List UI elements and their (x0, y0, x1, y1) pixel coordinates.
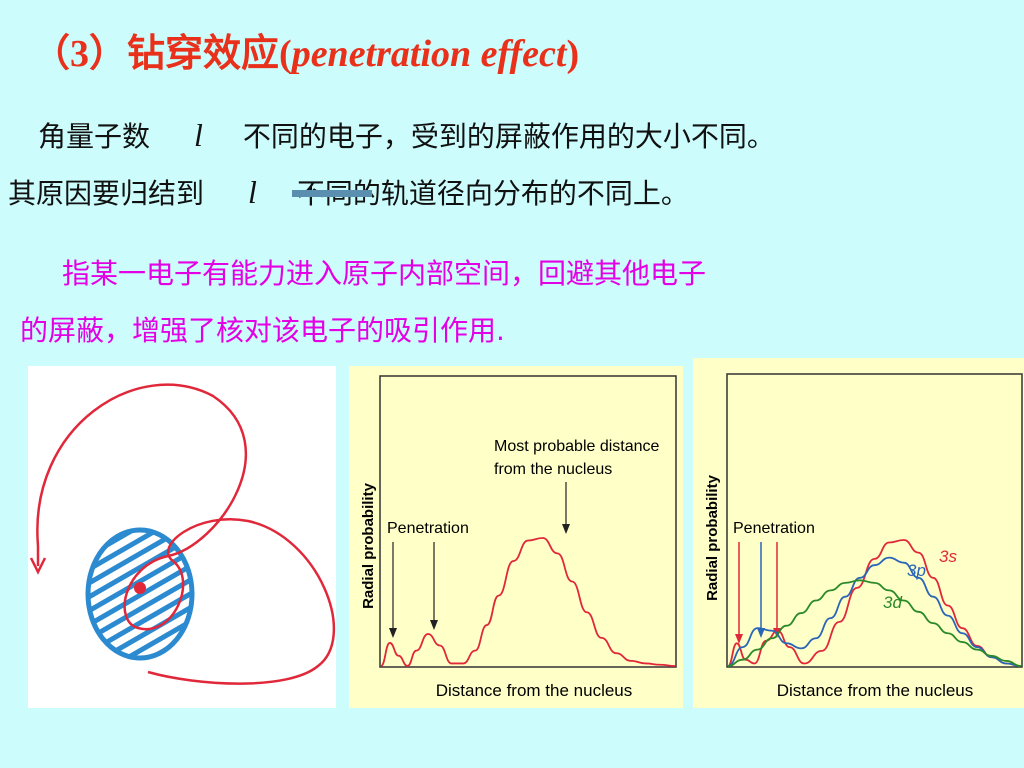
chart2-series-label-3s: 3s (939, 547, 957, 566)
title-close-paren: ) (566, 33, 580, 75)
chart2-annotation-penetration: Penetration (733, 520, 815, 537)
chart1-series-line-1 (380, 537, 676, 667)
slide-title: （3）钻穿效应(penetration effect) (32, 33, 580, 75)
chart1-arrowhead-penetration-1 (389, 628, 397, 638)
chart1-annotation-most-probable-1: Most probable distance (494, 438, 660, 455)
radial-probability-chart-2: Radial probability Distance from the nuc… (693, 358, 1024, 708)
chart1-xlabel: Distance from the nucleus (436, 681, 633, 700)
line1-post: 不同的电子，受到的屏蔽作用的大小不同。 (242, 120, 775, 153)
title-open-paren: ( (279, 33, 292, 75)
chart1-arrowhead-most-probable (562, 524, 570, 534)
nucleus-dot (134, 582, 146, 594)
electron-orbit-path (36, 383, 336, 685)
chart2-series-line-3p (727, 556, 1022, 667)
line1-symbol: l (194, 117, 203, 153)
chart2-arrowhead-s (735, 634, 743, 644)
chart1-annotation-penetration: Penetration (387, 520, 469, 537)
chart1-background (349, 366, 683, 708)
chart2-background (693, 358, 1024, 708)
chart1-frame (379, 375, 677, 668)
body-line-1: 角量子数 l 不同的电子，受到的屏蔽作用的大小不同。 (38, 119, 775, 151)
chart1-arrowhead-penetration-2 (430, 620, 438, 630)
line2-symbol: l (248, 174, 257, 210)
chart2-series-line-3d (727, 579, 1022, 667)
definition-line-2: 的屏蔽，增强了核对该电子的吸引作用. (20, 314, 505, 347)
chart1-annotation-most-probable-2: from the nucleus (494, 461, 612, 478)
chart2-series-label-3d: 3d (883, 593, 902, 612)
chart1-ylabel: Radial probability (360, 482, 377, 609)
orbit-arrow-icon (29, 557, 47, 575)
chart2-series-label-3p: 3p (907, 561, 926, 580)
chart2-frame (726, 373, 1023, 668)
chart2-xlabel: Distance from the nucleus (777, 681, 974, 700)
orbit-penetration-diagram (28, 366, 336, 708)
line1-pre: 角量子数 (38, 120, 151, 153)
diagram-background (28, 366, 336, 708)
line2-pre: 其原因要归结到 (8, 177, 205, 210)
radial-probability-chart-1: Radial probability Distance from the nuc… (349, 366, 683, 708)
highlight-bar (292, 190, 372, 197)
title-zh: 钻穿效应 (127, 30, 280, 75)
title-en: penetration effect (291, 33, 567, 75)
chart2-arrowhead-p (757, 628, 765, 638)
title-number: （3） (32, 33, 128, 75)
chart2-ylabel: Radial probability (704, 474, 721, 601)
definition-line-1: 指某一电子有能力进入原子内部空间，回避其他电子 (62, 257, 707, 290)
